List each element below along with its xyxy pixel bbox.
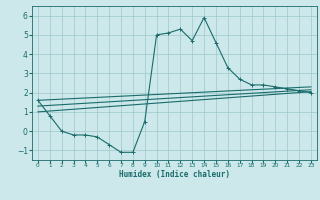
X-axis label: Humidex (Indice chaleur): Humidex (Indice chaleur) [119, 170, 230, 179]
